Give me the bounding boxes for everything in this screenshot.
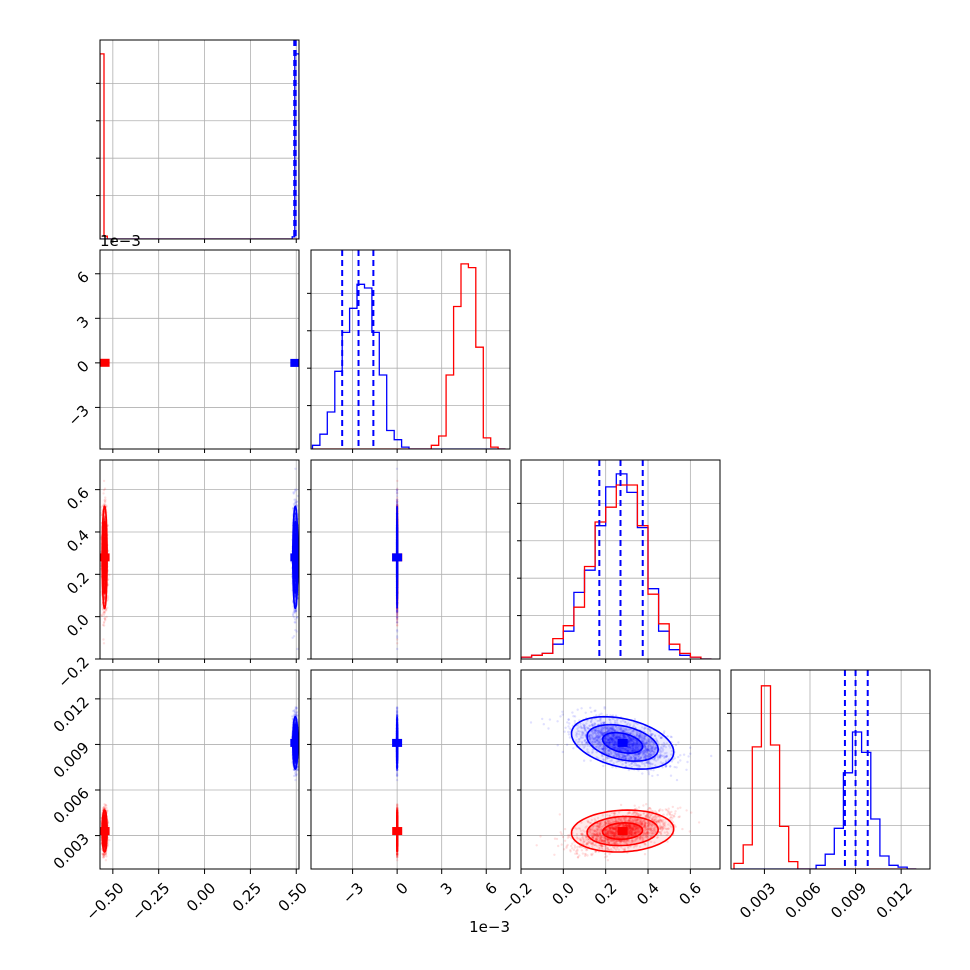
sample-point-red xyxy=(101,504,105,507)
sample-point-red xyxy=(103,611,106,614)
sample-point-red xyxy=(103,595,106,598)
sample-point-red xyxy=(104,619,107,622)
sample-point-red xyxy=(106,598,109,601)
sample-point-red xyxy=(100,614,104,618)
sample-point-red xyxy=(103,500,107,504)
sample-point-red xyxy=(103,518,106,521)
sample-point-red xyxy=(103,595,106,599)
sample-point-red xyxy=(106,606,109,609)
sample-point-red xyxy=(103,617,106,620)
sample-point-red xyxy=(102,489,106,492)
sample-point-red xyxy=(102,624,106,627)
sample-point-red xyxy=(104,618,107,621)
sample-point-red xyxy=(100,613,103,617)
sample-point-red xyxy=(105,504,108,507)
density-peak-blue xyxy=(290,358,299,367)
sample-point-red xyxy=(103,612,106,615)
sample-point-red xyxy=(104,609,107,612)
sample-point-red xyxy=(103,503,107,506)
panel-2d-1-0 xyxy=(95,249,300,453)
sample-point-red xyxy=(104,500,107,503)
sample-point-red xyxy=(102,623,105,627)
sample-point-red xyxy=(102,642,106,645)
sample-point-red xyxy=(103,503,106,507)
sample-point-red xyxy=(102,621,106,625)
sample-point-red xyxy=(102,638,105,641)
density-peak-red xyxy=(100,358,110,367)
panel-frame xyxy=(99,249,300,450)
scatter-layer xyxy=(100,358,299,367)
sample-point-red xyxy=(104,496,107,499)
sample-point-red xyxy=(103,518,106,522)
sample-point-red xyxy=(103,617,107,620)
panel-2d-2-0 xyxy=(95,459,300,663)
sample-point-red xyxy=(102,610,106,614)
sample-point-red xyxy=(100,506,103,509)
sample-point-red xyxy=(102,503,106,506)
sample-point-red xyxy=(103,499,106,502)
sample-point-red xyxy=(103,518,106,521)
scatter-layer xyxy=(100,467,299,651)
sample-point-red xyxy=(104,608,108,611)
sample-point-red xyxy=(103,516,106,520)
sample-point-red xyxy=(103,487,107,490)
sample-point-red xyxy=(101,612,105,615)
sample-point-red xyxy=(106,596,109,599)
sample-point-red xyxy=(105,609,108,612)
sample-point-red xyxy=(100,511,103,515)
sample-point-red xyxy=(103,610,106,614)
sample-point-red xyxy=(105,615,108,619)
sample-point-red xyxy=(103,620,106,623)
